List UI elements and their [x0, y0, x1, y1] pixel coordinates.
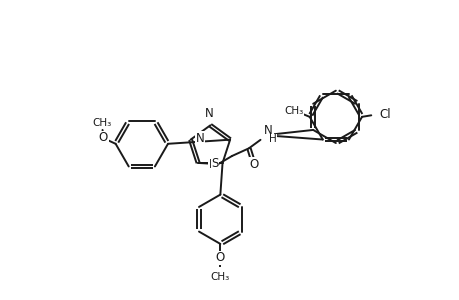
Text: N: N [196, 132, 204, 145]
Text: O: O [99, 131, 108, 144]
Text: Cl: Cl [378, 108, 390, 121]
Text: N: N [208, 158, 217, 171]
Text: H: H [269, 134, 276, 144]
Text: S: S [211, 157, 218, 170]
Text: N: N [264, 124, 273, 137]
Text: O: O [215, 251, 224, 264]
Text: N: N [205, 107, 213, 120]
Text: O: O [249, 158, 258, 171]
Text: CH₃: CH₃ [210, 272, 230, 282]
Text: CH₃: CH₃ [284, 106, 303, 116]
Text: CH₃: CH₃ [92, 118, 111, 128]
